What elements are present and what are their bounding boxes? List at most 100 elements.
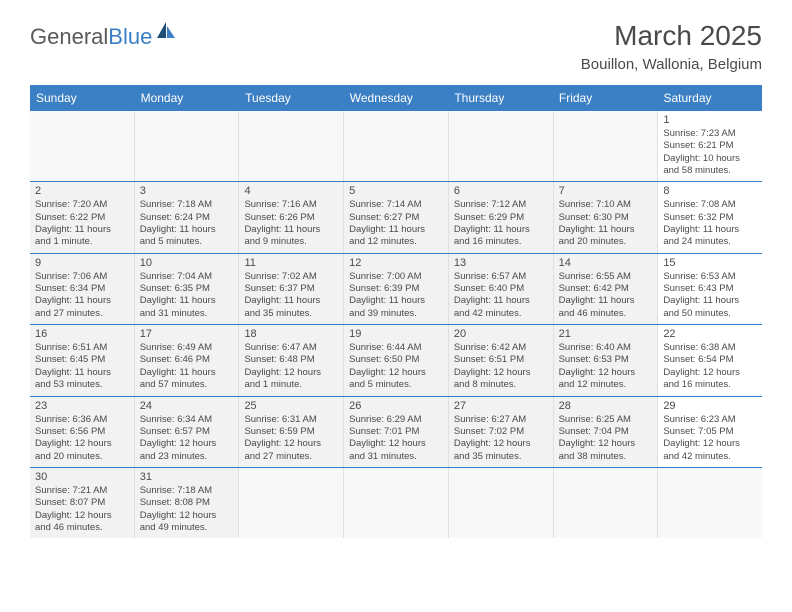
day-info: Sunrise: 6:47 AMSunset: 6:48 PMDaylight:… <box>244 342 338 391</box>
sunrise-text: Sunrise: 6:57 AM <box>454 271 548 283</box>
sunrise-text: Sunrise: 7:18 AM <box>140 485 234 497</box>
sunrise-text: Sunrise: 6:23 AM <box>663 414 757 426</box>
empty-cell <box>239 111 344 181</box>
day-info: Sunrise: 6:38 AMSunset: 6:54 PMDaylight:… <box>663 342 757 391</box>
sunset-text: Sunset: 6:29 PM <box>454 212 548 224</box>
daylight-text: Daylight: 11 hours and 42 minutes. <box>454 295 548 320</box>
week-row: 23Sunrise: 6:36 AMSunset: 6:56 PMDayligh… <box>30 397 762 468</box>
day-cell: 20Sunrise: 6:42 AMSunset: 6:51 PMDayligh… <box>449 325 554 395</box>
weekday-header: Sunday <box>30 85 135 111</box>
daylight-text: Daylight: 12 hours and 5 minutes. <box>349 367 443 392</box>
daylight-text: Daylight: 12 hours and 27 minutes. <box>244 438 338 463</box>
sunset-text: Sunset: 7:04 PM <box>559 426 653 438</box>
title-block: March 2025 Bouillon, Wallonia, Belgium <box>581 20 762 73</box>
day-number: 4 <box>244 185 338 197</box>
sunrise-text: Sunrise: 7:12 AM <box>454 199 548 211</box>
daylight-text: Daylight: 12 hours and 31 minutes. <box>349 438 443 463</box>
daylight-text: Daylight: 12 hours and 42 minutes. <box>663 438 757 463</box>
day-number: 8 <box>663 185 757 197</box>
day-number: 21 <box>559 328 653 340</box>
daylight-text: Daylight: 12 hours and 8 minutes. <box>454 367 548 392</box>
day-cell: 3Sunrise: 7:18 AMSunset: 6:24 PMDaylight… <box>135 182 240 252</box>
week-row: 2Sunrise: 7:20 AMSunset: 6:22 PMDaylight… <box>30 182 762 253</box>
day-number: 12 <box>349 257 443 269</box>
day-number: 10 <box>140 257 234 269</box>
daylight-text: Daylight: 11 hours and 53 minutes. <box>35 367 129 392</box>
sunrise-text: Sunrise: 7:23 AM <box>663 128 757 140</box>
empty-cell <box>135 111 240 181</box>
daylight-text: Daylight: 11 hours and 20 minutes. <box>559 224 653 249</box>
empty-cell <box>344 111 449 181</box>
day-cell: 4 Sunrise: 7:16 AMSunset: 6:26 PMDaylight… <box>239 182 344 252</box>
calendar-page: GeneralBlue March 2025 Bouillon, Walloni… <box>0 0 792 558</box>
sunrise-text: Sunrise: 7:21 AM <box>35 485 129 497</box>
day-cell: 24Sunrise: 6:34 AMSunset: 6:57 PMDayligh… <box>135 397 240 467</box>
day-info: Sunrise: 7:18 AMSunset: 6:24 PMDaylight:… <box>140 199 234 248</box>
day-number: 9 <box>35 257 129 269</box>
weekday-header: Wednesday <box>344 85 449 111</box>
sunset-text: Sunset: 7:05 PM <box>663 426 757 438</box>
daylight-text: Daylight: 11 hours and 1 minute. <box>35 224 129 249</box>
weekday-header: Saturday <box>657 85 762 111</box>
sunrise-text: Sunrise: 7:00 AM <box>349 271 443 283</box>
sunrise-text: Sunrise: 6:51 AM <box>35 342 129 354</box>
day-cell: 14Sunrise: 6:55 AMSunset: 6:42 PMDayligh… <box>554 254 659 324</box>
day-cell: 28Sunrise: 6:25 AMSunset: 7:04 PMDayligh… <box>554 397 659 467</box>
daylight-text: Daylight: 12 hours and 12 minutes. <box>559 367 653 392</box>
day-info: Sunrise: 6:53 AMSunset: 6:43 PMDaylight:… <box>663 271 757 320</box>
logo-text-part2: Blue <box>108 24 152 50</box>
daylight-text: Daylight: 12 hours and 1 minute. <box>244 367 338 392</box>
sunset-text: Sunset: 6:54 PM <box>663 354 757 366</box>
day-cell: 17Sunrise: 6:49 AMSunset: 6:46 PMDayligh… <box>135 325 240 395</box>
day-number: 22 <box>663 328 757 340</box>
sunset-text: Sunset: 6:26 PM <box>244 212 338 224</box>
day-info: Sunrise: 7:21 AMSunset: 8:07 PMDaylight:… <box>35 485 129 534</box>
day-info: Sunrise: 7:14 AMSunset: 6:27 PMDaylight:… <box>349 199 443 248</box>
day-number: 1 <box>663 114 757 126</box>
day-cell: 16Sunrise: 6:51 AMSunset: 6:45 PMDayligh… <box>30 325 135 395</box>
daylight-text: Daylight: 12 hours and 20 minutes. <box>35 438 129 463</box>
week-row: 9Sunrise: 7:06 AMSunset: 6:34 PMDaylight… <box>30 254 762 325</box>
sunset-text: Sunset: 6:30 PM <box>559 212 653 224</box>
day-info: Sunrise: 7:16 AMSunset: 6:26 PMDaylight:… <box>244 199 338 248</box>
sail-icon <box>155 20 177 46</box>
day-info: Sunrise: 7:08 AMSunset: 6:32 PMDaylight:… <box>663 199 757 248</box>
day-cell: 18Sunrise: 6:47 AMSunset: 6:48 PMDayligh… <box>239 325 344 395</box>
header: GeneralBlue March 2025 Bouillon, Walloni… <box>30 20 762 73</box>
day-number: 7 <box>559 185 653 197</box>
sunset-text: Sunset: 6:50 PM <box>349 354 443 366</box>
day-info: Sunrise: 7:10 AMSunset: 6:30 PMDaylight:… <box>559 199 653 248</box>
sunrise-text: Sunrise: 7:10 AM <box>559 199 653 211</box>
weekday-header: Thursday <box>448 85 553 111</box>
sunrise-text: Sunrise: 6:36 AM <box>35 414 129 426</box>
sunrise-text: Sunrise: 6:55 AM <box>559 271 653 283</box>
day-cell: 15Sunrise: 6:53 AMSunset: 6:43 PMDayligh… <box>658 254 762 324</box>
day-number: 26 <box>349 400 443 412</box>
day-info: Sunrise: 6:27 AMSunset: 7:02 PMDaylight:… <box>454 414 548 463</box>
empty-cell <box>239 468 344 538</box>
weekday-header: Monday <box>135 85 240 111</box>
day-number: 19 <box>349 328 443 340</box>
day-number: 14 <box>559 257 653 269</box>
sunset-text: Sunset: 6:46 PM <box>140 354 234 366</box>
weekday-header: Friday <box>553 85 658 111</box>
day-info: Sunrise: 6:23 AMSunset: 7:05 PMDaylight:… <box>663 414 757 463</box>
day-info: Sunrise: 6:42 AMSunset: 6:51 PMDaylight:… <box>454 342 548 391</box>
empty-cell <box>449 111 554 181</box>
empty-cell <box>449 468 554 538</box>
day-number: 23 <box>35 400 129 412</box>
day-number: 25 <box>244 400 338 412</box>
sunrise-text: Sunrise: 6:42 AM <box>454 342 548 354</box>
day-info: Sunrise: 6:57 AMSunset: 6:40 PMDaylight:… <box>454 271 548 320</box>
day-number: 2 <box>35 185 129 197</box>
day-info: Sunrise: 6:40 AMSunset: 6:53 PMDaylight:… <box>559 342 653 391</box>
sunrise-text: Sunrise: 7:16 AM <box>244 199 338 211</box>
day-cell: 10Sunrise: 7:04 AMSunset: 6:35 PMDayligh… <box>135 254 240 324</box>
day-cell: 31Sunrise: 7:18 AMSunset: 8:08 PMDayligh… <box>135 468 240 538</box>
day-cell: 26Sunrise: 6:29 AMSunset: 7:01 PMDayligh… <box>344 397 449 467</box>
day-number: 11 <box>244 257 338 269</box>
week-row: 30Sunrise: 7:21 AMSunset: 8:07 PMDayligh… <box>30 468 762 538</box>
weekday-header: Tuesday <box>239 85 344 111</box>
day-cell: 27Sunrise: 6:27 AMSunset: 7:02 PMDayligh… <box>449 397 554 467</box>
day-info: Sunrise: 7:02 AMSunset: 6:37 PMDaylight:… <box>244 271 338 320</box>
